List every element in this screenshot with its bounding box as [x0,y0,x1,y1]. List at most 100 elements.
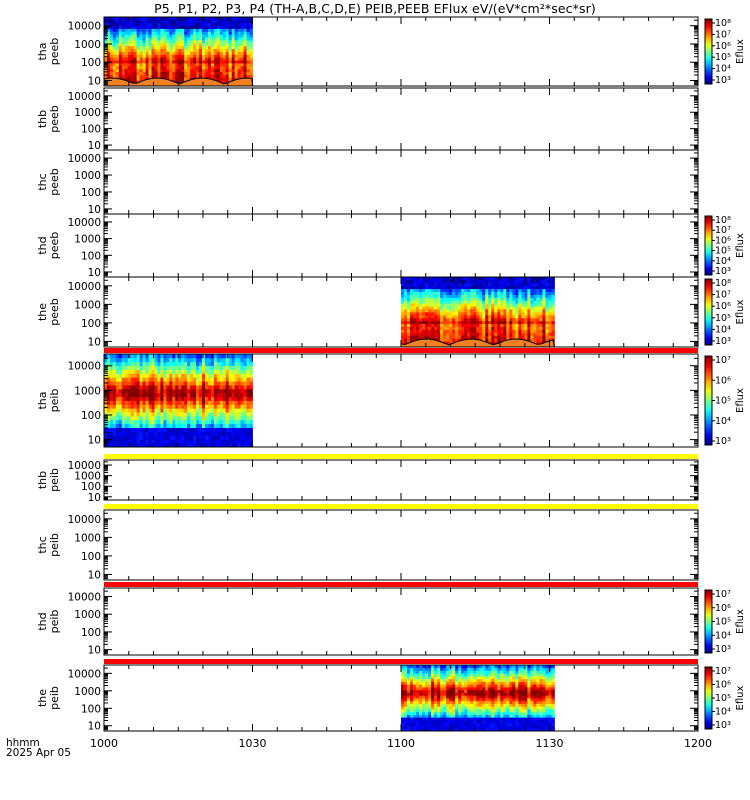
y-tick-label: 10000 [68,281,101,293]
colorbar-tick-label: 10⁸ [715,18,731,29]
y-tick-label: 100 [81,250,101,262]
colorbar-label: Eflux [735,233,746,258]
probe-label: tha [36,42,49,60]
y-tick-label: 1000 [74,234,101,246]
y-tick-label: 1000 [74,532,101,544]
y-tick-label: 10 [88,569,101,581]
colorbar-label: Eflux [735,39,746,64]
colorbar-tick-label: 10⁵ [715,246,731,257]
colorbar-tick-label: 10⁴ [715,416,731,427]
time-axis-footer: hhmm 2025 Apr 05 [6,737,71,759]
spectrogram-data [400,277,556,348]
y-tick-label: 1000 [74,686,101,698]
y-tick-label: 1000 [74,299,101,311]
panel-thd-peib: 10 100 1000 10000 thd peib 10⁷ 10⁶ 10⁵ 10⁴ 10³ Eflu… [36,582,746,657]
panel-label: the peeb [36,298,61,326]
panel-label: thc peeb [36,168,61,196]
probe-label: the [36,689,49,707]
colorbar-tick-label: 10⁷ [715,666,731,677]
y-tick-label: 10000 [68,668,101,680]
panel-label: thc peib [36,533,61,557]
x-tick-label: 1100 [387,737,415,750]
colorbar-tick-label: 10⁸ [715,215,731,226]
y-tick-label: 10000 [68,460,101,472]
colorbar-label-wrap: Eflux [735,299,746,324]
y-tick-label: 10 [88,645,101,657]
product-label: peeb [48,168,61,196]
product-label: peib [48,533,61,557]
spacecraft-potential [400,338,556,348]
x-tick-label: 1000 [90,737,118,750]
colorbar-tick-label: 10⁴ [715,707,731,718]
y-tick-label: 100 [81,627,101,639]
spectrogram-data [104,354,253,448]
panel-the-peib: 10 100 1000 10000 the peib 10⁷ 10⁶ 10⁵ 10⁴ 10³ Eflu… [36,659,746,733]
colorbar [704,278,713,346]
x-tick-label: 1030 [239,737,267,750]
probe-label: the [36,303,49,321]
probe-label: thb [36,110,49,128]
panel-thc-peeb: 10 100 1000 10000 thc peeb [36,149,699,216]
colorbar-tick-label: 10⁵ [715,52,731,63]
colorbar-label-wrap: Eflux [735,609,746,634]
colorbar-label: Eflux [735,609,746,634]
panel-thb-peeb: 10 100 1000 10000 thb peeb [36,87,699,152]
panel-label: tha peeb [36,38,61,66]
y-tick-label: 10 [88,204,101,216]
y-tick-label: 10000 [68,217,101,229]
panel-label: the peib [36,686,61,710]
colorbar-tick-label: 10³ [715,336,731,347]
status-bar [104,582,698,587]
colorbar-tick-label: 10⁶ [715,603,731,614]
y-tick-label: 10000 [68,514,101,526]
colorbar-tick-label: 10³ [715,75,731,86]
colorbar-tick-label: 10⁷ [715,29,731,40]
colorbar-tick-label: 10⁴ [715,256,731,267]
colorbar-tick-label: 10³ [715,644,731,655]
product-label: peeb [48,38,61,66]
y-tick-label: 100 [81,481,101,493]
probe-label: tha [36,391,49,409]
colorbar-tick-label: 10⁶ [715,375,731,386]
colorbar-tick-label: 10³ [715,720,731,731]
y-tick-label: 10000 [68,153,101,165]
colorbar [704,666,713,730]
panel-label: thb peeb [36,105,61,133]
probe-label: thb [36,471,49,489]
y-tick-label: 10 [88,267,101,279]
y-tick-label: 1000 [74,471,101,483]
probe-label: thd [36,612,49,630]
colorbar-tick-label: 10⁶ [715,41,731,52]
colorbar-tick-label: 10⁵ [715,693,731,704]
product-label: peib [48,610,61,634]
plot-title: P5, P1, P2, P3, P4 (TH-A,B,C,D,E) PEIB,P… [154,1,596,16]
colorbar-tick-label: 10⁷ [715,290,731,301]
colorbar-label-wrap: Eflux [735,685,746,710]
colorbar-label-wrap: Eflux [735,39,746,64]
product-label: peeb [48,232,61,260]
product-label: peeb [48,298,61,326]
y-tick-label: 10 [88,721,101,733]
time-format-label: hhmm [6,737,40,749]
y-tick-label: 1000 [74,609,101,621]
y-tick-label: 10000 [68,91,101,103]
y-tick-label: 100 [81,703,101,715]
colorbar-tick-label: 10⁵ [715,617,731,628]
spectrogram-data [401,665,555,732]
colorbar [704,215,713,276]
colorbar-tick-label: 10⁶ [715,680,731,691]
y-tick-label: 10000 [68,21,101,33]
y-tick-label: 10 [88,140,101,152]
probe-label: thc [36,536,49,553]
y-tick-label: 10000 [68,591,101,603]
colorbar-tick-label: 10⁷ [715,589,731,600]
product-label: peib [48,686,61,710]
colorbar [704,589,713,654]
y-tick-label: 10 [88,492,101,504]
spacecraft-potential [103,77,254,87]
colorbar [704,355,713,446]
product-label: peeb [48,105,61,133]
